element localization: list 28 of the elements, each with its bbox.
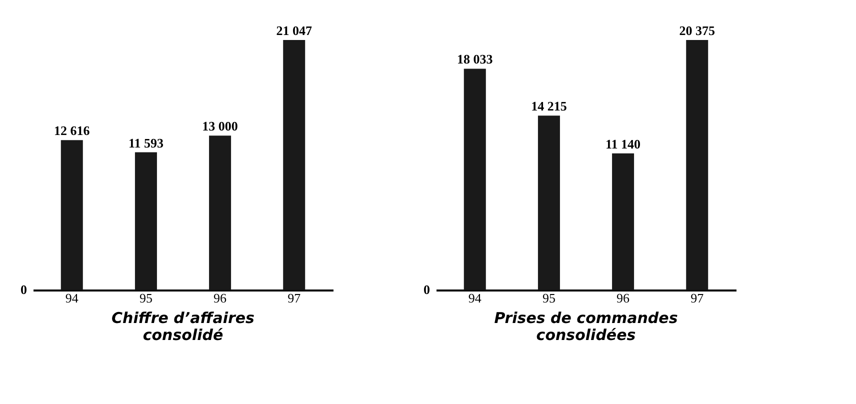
text: 0: [424, 282, 430, 297]
data-label: 11 593: [128, 135, 164, 150]
text: 0: [20, 282, 27, 297]
bar: [612, 153, 634, 290]
bar: [538, 116, 560, 290]
data-label: 14 215: [531, 98, 568, 114]
data-label: 18 033: [457, 52, 494, 67]
bar: [283, 40, 306, 290]
data-label: 11 140: [606, 136, 641, 152]
x-tick-label: 96: [214, 290, 228, 306]
x-tick-label: 96: [616, 290, 630, 306]
data-label: 13 000: [202, 118, 238, 134]
x-tick-label: 97: [288, 290, 302, 306]
x-tick-label: 97: [690, 290, 704, 306]
text: Chiffre d’affaires consolidé: [112, 309, 255, 344]
bar: [686, 40, 708, 290]
text: Prises de commandes consolidées: [494, 309, 678, 344]
data-label: 12 616: [54, 123, 90, 138]
bar: [134, 152, 157, 290]
x-tick-label: 94: [65, 290, 79, 306]
x-tick-label: 94: [468, 290, 482, 306]
x-tick-label: 95: [139, 290, 152, 306]
x-tick-label: 95: [542, 290, 556, 306]
bar: [464, 68, 486, 290]
data-label: 20 375: [679, 23, 716, 38]
bar: [60, 140, 83, 290]
bar: [209, 136, 232, 290]
data-label: 21 047: [276, 23, 312, 38]
